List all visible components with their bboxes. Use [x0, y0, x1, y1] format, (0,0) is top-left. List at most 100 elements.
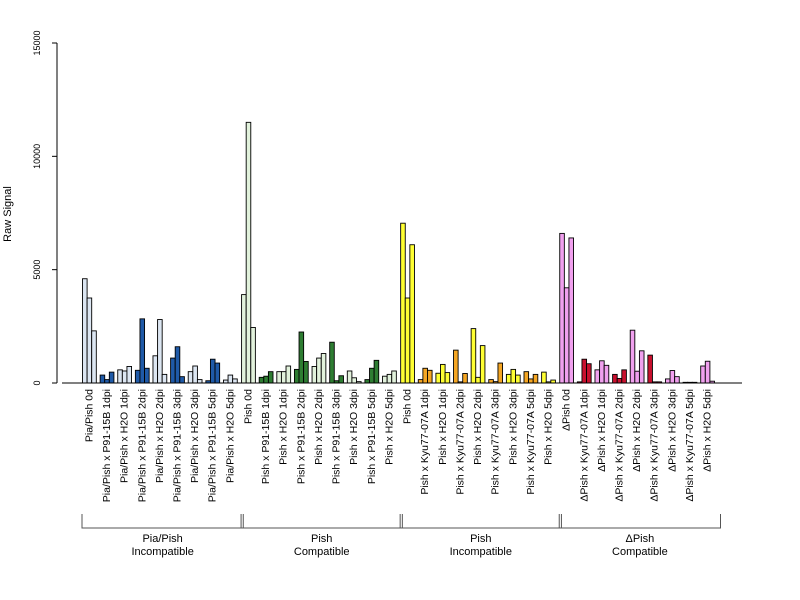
- x-tick-label: ΔPish x Kyu77-07A 2dpi: [614, 389, 626, 502]
- x-tick-label: Pia/Pish x H2O 1dpi: [119, 389, 131, 483]
- bar: [417, 379, 424, 384]
- x-tick-label: Pish x P91-15B 5dpi: [366, 389, 378, 484]
- bar: [139, 318, 146, 384]
- bar: [629, 329, 636, 384]
- bar: [634, 370, 640, 384]
- bar: [563, 287, 570, 384]
- bar: [700, 365, 706, 384]
- bar: [126, 366, 132, 384]
- y-tick-label: 15000: [32, 30, 42, 55]
- bar: [409, 244, 415, 384]
- bar: [311, 366, 318, 384]
- bar: [612, 373, 618, 384]
- x-tick-label: Pish x Kyu77-07A 1dpi: [419, 389, 431, 495]
- x-tick-label: Pia/Pish 0d: [83, 389, 95, 442]
- bar: [638, 350, 645, 384]
- bar: [532, 373, 539, 384]
- bar: [497, 362, 504, 384]
- bar: [187, 371, 194, 384]
- bar: [400, 222, 406, 384]
- bar: [462, 373, 468, 384]
- bar: [594, 369, 601, 384]
- bar: [316, 357, 322, 384]
- bar: [704, 360, 711, 384]
- bar: [386, 373, 393, 384]
- x-tick-labels: Pia/Pish 0d Pia/Pish x P91-15B 1dpi Pia/Pi…: [83, 389, 713, 502]
- x-tick-label: ΔPish x H2O 5dpi: [702, 389, 714, 472]
- bar: [338, 375, 344, 384]
- bar: [170, 357, 176, 384]
- bar: [152, 355, 159, 384]
- x-tick-label: ΔPish x H2O 3dpi: [666, 389, 678, 472]
- bar: [391, 370, 397, 384]
- bar: [346, 370, 353, 384]
- x-tick-label: ΔPish x Kyu77-07A 5dpi: [684, 389, 696, 502]
- x-tick-label: Pish x H2O 2dpi: [472, 389, 484, 465]
- x-tick-label: Pish 0d: [402, 389, 414, 424]
- bar: [263, 375, 269, 384]
- bar: [621, 369, 627, 384]
- bar: [293, 368, 300, 384]
- bar: [227, 374, 234, 384]
- bar: [108, 371, 115, 384]
- x-tick-label: Pia/Pish x P91-15B 2dpi: [136, 389, 148, 502]
- bar: [510, 368, 517, 384]
- bar: [523, 371, 530, 384]
- bar: [669, 370, 676, 384]
- y-axis: 0 5000 10000 15000: [32, 30, 58, 386]
- bar: [320, 353, 327, 384]
- group-sublabel: Incompatible: [450, 546, 512, 558]
- bar: [267, 371, 274, 384]
- x-tick-label: Pia/Pish x P91-15B 3dpi: [172, 389, 184, 502]
- bar: [104, 379, 110, 384]
- bar: [91, 330, 97, 384]
- group-label: ΔPish: [625, 533, 654, 545]
- group-label: Pish: [311, 533, 332, 545]
- x-tick-label: Pia/Pish x P91-15B 5dpi: [207, 389, 219, 502]
- x-tick-label: Pish x H2O 3dpi: [348, 389, 360, 465]
- bar: [453, 349, 459, 384]
- group-bracket: [558, 514, 721, 529]
- bar: [276, 371, 282, 384]
- bar: [528, 378, 534, 384]
- bar: [444, 372, 451, 384]
- bar: [369, 367, 375, 384]
- x-tick-label: ΔPish 0d: [561, 389, 573, 431]
- x-tick-label: Pia/Pish x H2O 5dpi: [224, 389, 236, 483]
- bar: [427, 369, 433, 384]
- y-tick-label: 0: [32, 380, 42, 385]
- bars: [82, 121, 715, 384]
- bar: [86, 297, 93, 384]
- bar: [382, 375, 388, 384]
- bar: [435, 372, 441, 384]
- bar: [599, 360, 605, 384]
- bar: [241, 294, 247, 384]
- group-sublabel: Compatible: [294, 546, 350, 558]
- bar: [303, 361, 309, 384]
- bar: [285, 365, 292, 384]
- bar: [616, 378, 623, 384]
- bar: [488, 379, 494, 384]
- x-tick-label: Pish x Kyu77-07A 3dpi: [490, 389, 502, 495]
- bar: [280, 371, 287, 384]
- bar: [250, 327, 256, 384]
- x-tick-label: Pish 0d: [242, 389, 254, 424]
- x-tick-label: Pish x H2O 5dpi: [383, 389, 395, 465]
- x-tick-label: ΔPish x H2O 1dpi: [596, 389, 608, 472]
- bar: [121, 370, 128, 384]
- bar: [422, 367, 428, 384]
- bar: [351, 377, 357, 384]
- bar: [157, 319, 163, 384]
- bar: [134, 369, 141, 384]
- y-axis-label: Raw Signal: [2, 186, 14, 242]
- bar: [674, 376, 680, 384]
- bar: [329, 341, 335, 384]
- bar: [298, 331, 305, 384]
- x-tick-label: Pia/Pish x H2O 3dpi: [189, 389, 201, 483]
- y-tick-label: 5000: [32, 260, 42, 280]
- bar: [505, 373, 512, 384]
- x-tick-label: Pish x H2O 2dpi: [313, 389, 325, 465]
- group-label: Pish: [470, 533, 491, 545]
- group-label: Pia/Pish: [142, 533, 182, 545]
